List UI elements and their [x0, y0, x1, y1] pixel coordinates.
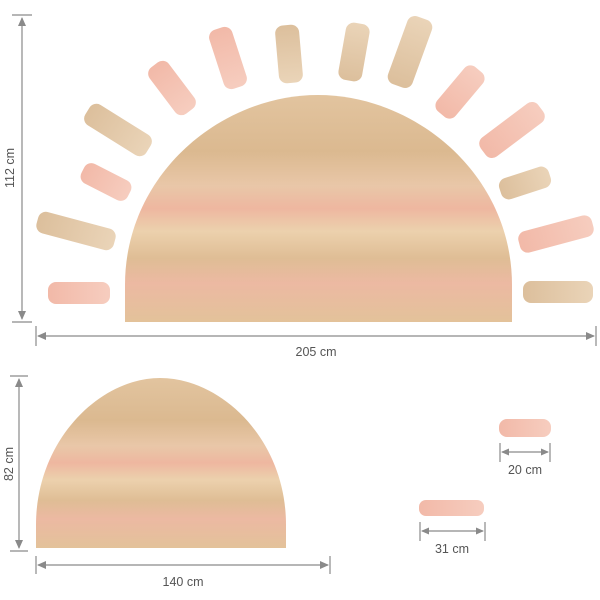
sun-rays [36, 15, 594, 304]
short-ray-label: 20 cm [508, 463, 542, 477]
sun-ray [36, 211, 116, 251]
sun-ray [84, 103, 152, 157]
sun-ray [479, 101, 545, 159]
small-sun-arch [36, 378, 286, 548]
sun-ray [275, 24, 303, 84]
sun-ray [387, 15, 433, 89]
large-sun-arch [125, 95, 512, 322]
sun-ray [148, 60, 196, 116]
ray-short: 20 cm [499, 419, 551, 477]
small-width-label: 140 cm [163, 575, 204, 589]
large-height-label: 112 cm [3, 148, 17, 188]
large-width-label: 205 cm [296, 345, 337, 359]
long-ray-label: 31 cm [435, 542, 469, 556]
large-dimensions: 112 cm 205 cm [3, 14, 597, 359]
short-ray-shape [499, 419, 551, 437]
sun-ray [498, 166, 552, 200]
small-height-label: 82 cm [2, 447, 16, 481]
small-sun: 82 cm 140 cm [2, 375, 331, 589]
large-sun [36, 15, 594, 322]
sun-ray [48, 282, 110, 304]
sun-ray [518, 215, 594, 253]
sun-ray [209, 26, 247, 90]
sun-ray [523, 281, 593, 303]
sun-ray [435, 65, 485, 119]
sun-ray [80, 163, 132, 201]
ray-long: 31 cm [419, 500, 486, 556]
sun-ray [338, 22, 370, 82]
long-ray-shape [419, 500, 484, 516]
